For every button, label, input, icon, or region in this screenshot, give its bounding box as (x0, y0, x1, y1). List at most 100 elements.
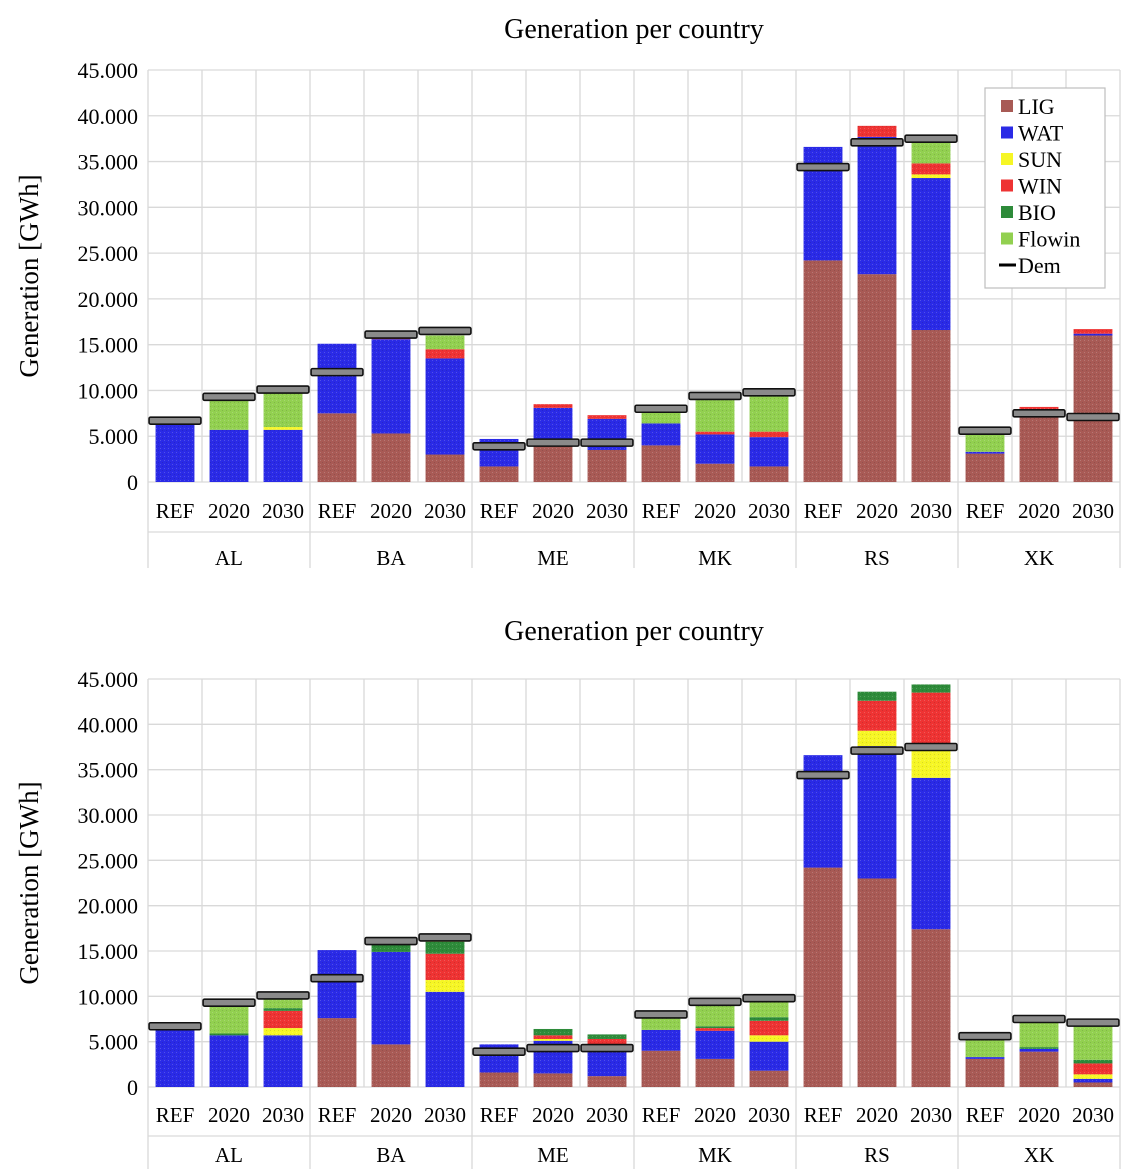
bar-texture (695, 1002, 735, 1027)
y-tick-label: 10.000 (78, 984, 139, 1009)
bar-texture (695, 1026, 735, 1029)
bar-texture (1073, 1059, 1113, 1064)
demand-marker (796, 162, 850, 172)
demand-marker (526, 438, 580, 447)
bar-texture (857, 700, 897, 731)
demand-marker (634, 1010, 688, 1019)
x-tick-label: 2030 (748, 499, 790, 523)
demand-marker (958, 1031, 1012, 1041)
bar-texture (533, 1035, 573, 1039)
demand-marker (580, 438, 634, 447)
demand-marker (958, 426, 1012, 436)
demand-marker (796, 770, 850, 780)
bar-texture (965, 430, 1005, 452)
bar-texture (641, 423, 681, 446)
bar-texture (911, 142, 951, 164)
y-tick-label: 10.000 (78, 378, 139, 403)
demand-marker (1012, 1014, 1066, 1024)
x-tick-label: REF (318, 1103, 357, 1127)
bar-texture (1073, 329, 1113, 334)
x-tick-label: 2020 (694, 499, 736, 523)
bar-texture (1073, 333, 1113, 336)
y-tick-label: 15.000 (78, 333, 139, 358)
group-label: BA (376, 546, 406, 570)
bar-texture (425, 991, 465, 1087)
bar-texture (911, 747, 951, 778)
bar-texture (263, 391, 303, 428)
bar-texture (641, 1050, 681, 1087)
group-label: XK (1024, 546, 1054, 570)
bar-texture (749, 437, 789, 467)
x-tick-label: 2020 (532, 499, 574, 523)
bar-texture (803, 260, 843, 482)
bar-texture (911, 684, 951, 693)
bar-texture (371, 339, 411, 434)
bar-texture (749, 1041, 789, 1071)
bar-texture (533, 1038, 573, 1041)
bar-texture (965, 1036, 1005, 1058)
x-tick-label: REF (156, 499, 195, 523)
y-tick-label: 0 (127, 470, 138, 495)
bar-texture (1073, 1082, 1113, 1087)
group-label: XK (1024, 1143, 1054, 1167)
bar-texture (425, 454, 465, 482)
demand-marker (688, 997, 742, 1007)
y-tick-label: 20.000 (78, 894, 139, 919)
y-tick-label: 5.000 (89, 424, 139, 449)
demand-marker (742, 993, 796, 1003)
x-tick-label: 2030 (424, 499, 466, 523)
demand-marker (1066, 1018, 1120, 1027)
group-label: RS (864, 1143, 890, 1167)
x-tick-label: REF (480, 1103, 519, 1127)
bar-texture (749, 1070, 789, 1087)
x-tick-label: 2020 (532, 1103, 574, 1127)
bar-texture (479, 1072, 519, 1087)
bar-texture (749, 466, 789, 482)
bar-texture (587, 1034, 627, 1039)
bar-texture (533, 445, 573, 482)
x-tick-label: 2030 (424, 1103, 466, 1127)
y-tick-label: 35.000 (78, 150, 139, 175)
legend-label: Dem (1018, 253, 1061, 278)
x-tick-label: 2020 (1018, 1103, 1060, 1127)
legend-swatch-bio (1001, 206, 1013, 218)
bar-texture (695, 434, 735, 464)
bar-texture (1019, 1051, 1059, 1087)
bar-texture (695, 1058, 735, 1087)
bar-texture (155, 420, 195, 482)
bar-texture (263, 1028, 303, 1036)
bar-texture (425, 953, 465, 981)
y-axis-label: Generation [GWh] (14, 174, 44, 377)
bar-texture (1073, 1022, 1113, 1060)
bar-texture (911, 174, 951, 179)
chart-title: Generation per country (504, 14, 764, 45)
bar-texture (965, 1058, 1005, 1087)
legend-label: LIG (1018, 94, 1055, 119)
bar-texture (587, 449, 627, 482)
legend-swatch-lig (1001, 100, 1013, 112)
x-tick-label: 2030 (910, 1103, 952, 1127)
x-tick-label: 2030 (586, 1103, 628, 1127)
y-tick-label: 20.000 (78, 287, 139, 312)
x-tick-label: REF (804, 499, 843, 523)
bar-texture (317, 343, 357, 414)
bar-texture (911, 777, 951, 930)
demand-marker (310, 973, 364, 983)
bar-texture (209, 429, 249, 482)
chart-top: Generation per country Generation [GWh] 0 5… (14, 14, 1121, 570)
bar-texture (587, 415, 627, 419)
x-tick-label: 2030 (262, 1103, 304, 1127)
bar-texture (425, 358, 465, 455)
legend-label: Flowin (1018, 227, 1080, 252)
legend-label: SUN (1018, 147, 1062, 172)
bar-texture (641, 1016, 681, 1030)
bar-texture (587, 1076, 627, 1087)
bar-texture (263, 1008, 303, 1011)
bar-texture (425, 349, 465, 359)
bar-texture (1073, 1074, 1113, 1079)
demand-marker (634, 404, 688, 414)
y-tick-label: 25.000 (78, 241, 139, 266)
bar-texture (533, 404, 573, 408)
bar-texture (749, 394, 789, 432)
